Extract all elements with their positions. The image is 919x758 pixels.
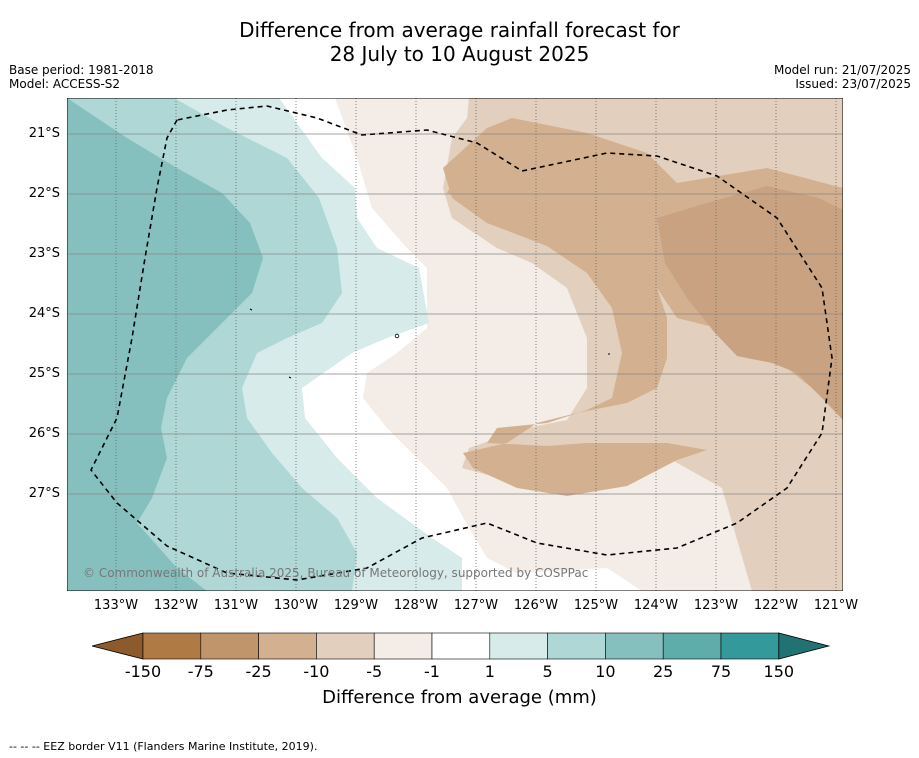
colorbar-tick-label: -10 bbox=[303, 662, 330, 681]
map-title: Difference from average rainfall forecas… bbox=[0, 18, 919, 66]
colorbar-tick-label: 5 bbox=[542, 662, 553, 681]
lat-label: 24°S bbox=[28, 306, 60, 321]
colorbar-tick-label: -25 bbox=[245, 662, 272, 681]
lat-label: 26°S bbox=[28, 426, 60, 441]
region-minus25-minus75 bbox=[657, 186, 843, 420]
issued-date: Issued: 23/07/2025 bbox=[795, 77, 911, 91]
colorbar-tick-label: 75 bbox=[710, 662, 732, 681]
lon-label: 122°W bbox=[753, 598, 799, 613]
lon-label: 126°W bbox=[513, 598, 559, 613]
lon-label: 130°W bbox=[273, 598, 319, 613]
colorbar-swatch bbox=[316, 632, 375, 660]
island-mark bbox=[249, 308, 253, 311]
longitude-gridlines bbox=[115, 98, 837, 591]
colorbar-tick-label: -150 bbox=[124, 662, 162, 681]
lat-label: 22°S bbox=[28, 186, 60, 201]
lon-label: 123°W bbox=[693, 598, 739, 613]
model-run: Model run: 21/07/2025 bbox=[773, 63, 911, 77]
lat-label: 21°S bbox=[28, 126, 60, 141]
lon-label: 125°W bbox=[573, 598, 619, 613]
title-line-2: 28 July to 10 August 2025 bbox=[329, 42, 590, 66]
colorbar-tick-label: 25 bbox=[653, 662, 674, 681]
meta-left: Base period: 1981-2018 Model: ACCESS-S2 bbox=[9, 63, 154, 91]
lon-label: 128°W bbox=[393, 598, 439, 613]
lon-label: 127°W bbox=[453, 598, 499, 613]
colorbar-swatch bbox=[431, 632, 491, 660]
lon-label: 133°W bbox=[93, 598, 139, 613]
colorbar-extend-low bbox=[91, 632, 144, 660]
eez-footnote: -- -- -- EEZ border V11 (Flanders Marine… bbox=[9, 740, 318, 753]
colorbar-swatch bbox=[547, 632, 606, 660]
region-neutral bbox=[267, 98, 642, 591]
model-name: Model: ACCESS-S2 bbox=[9, 77, 121, 91]
lon-label: 121°W bbox=[813, 598, 859, 613]
colorbar-swatch bbox=[720, 632, 780, 660]
colorbar-tick-label: -75 bbox=[187, 662, 214, 681]
colorbar-swatch bbox=[662, 632, 722, 660]
lon-label: 124°W bbox=[633, 598, 679, 613]
meta-right: Model run: 21/07/2025 Issued: 23/07/2025 bbox=[774, 63, 911, 91]
lat-label: 27°S bbox=[28, 486, 60, 501]
colorbar-swatch bbox=[258, 632, 317, 660]
colorbar-swatch bbox=[605, 632, 664, 660]
lat-label: 23°S bbox=[28, 246, 60, 261]
title-line-1: Difference from average rainfall forecas… bbox=[239, 18, 680, 42]
lat-label: 25°S bbox=[28, 366, 60, 381]
colorbar-tick-label: 150 bbox=[763, 662, 795, 681]
eez-border bbox=[90, 105, 833, 581]
colorbar-tick-label: 10 bbox=[595, 662, 616, 681]
colorbar-title: Difference from average (mm) bbox=[322, 687, 597, 708]
colorbar-tick-label: 1 bbox=[484, 662, 495, 681]
colorbar bbox=[91, 632, 831, 660]
colorbar-tick-label: -5 bbox=[366, 662, 383, 681]
colorbar-swatch bbox=[200, 632, 259, 660]
island-mark bbox=[394, 333, 400, 339]
copyright-notice: © Commonwealth of Australia 2025, Bureau… bbox=[83, 566, 589, 580]
colorbar-extend-high bbox=[778, 632, 831, 660]
lon-label: 131°W bbox=[213, 598, 259, 613]
region-minus10-minus25-lower bbox=[443, 128, 707, 496]
rainfall-map bbox=[67, 98, 843, 591]
colorbar-swatch bbox=[142, 632, 202, 660]
lon-label: 132°W bbox=[153, 598, 199, 613]
colorbar-tick-label: -1 bbox=[424, 662, 440, 681]
island-mark bbox=[288, 376, 292, 379]
lon-label: 129°W bbox=[333, 598, 379, 613]
base-period: Base period: 1981-2018 bbox=[9, 63, 154, 77]
colorbar-swatch bbox=[489, 632, 548, 660]
colorbar-swatch bbox=[373, 632, 433, 660]
latitude-gridlines bbox=[67, 133, 843, 495]
